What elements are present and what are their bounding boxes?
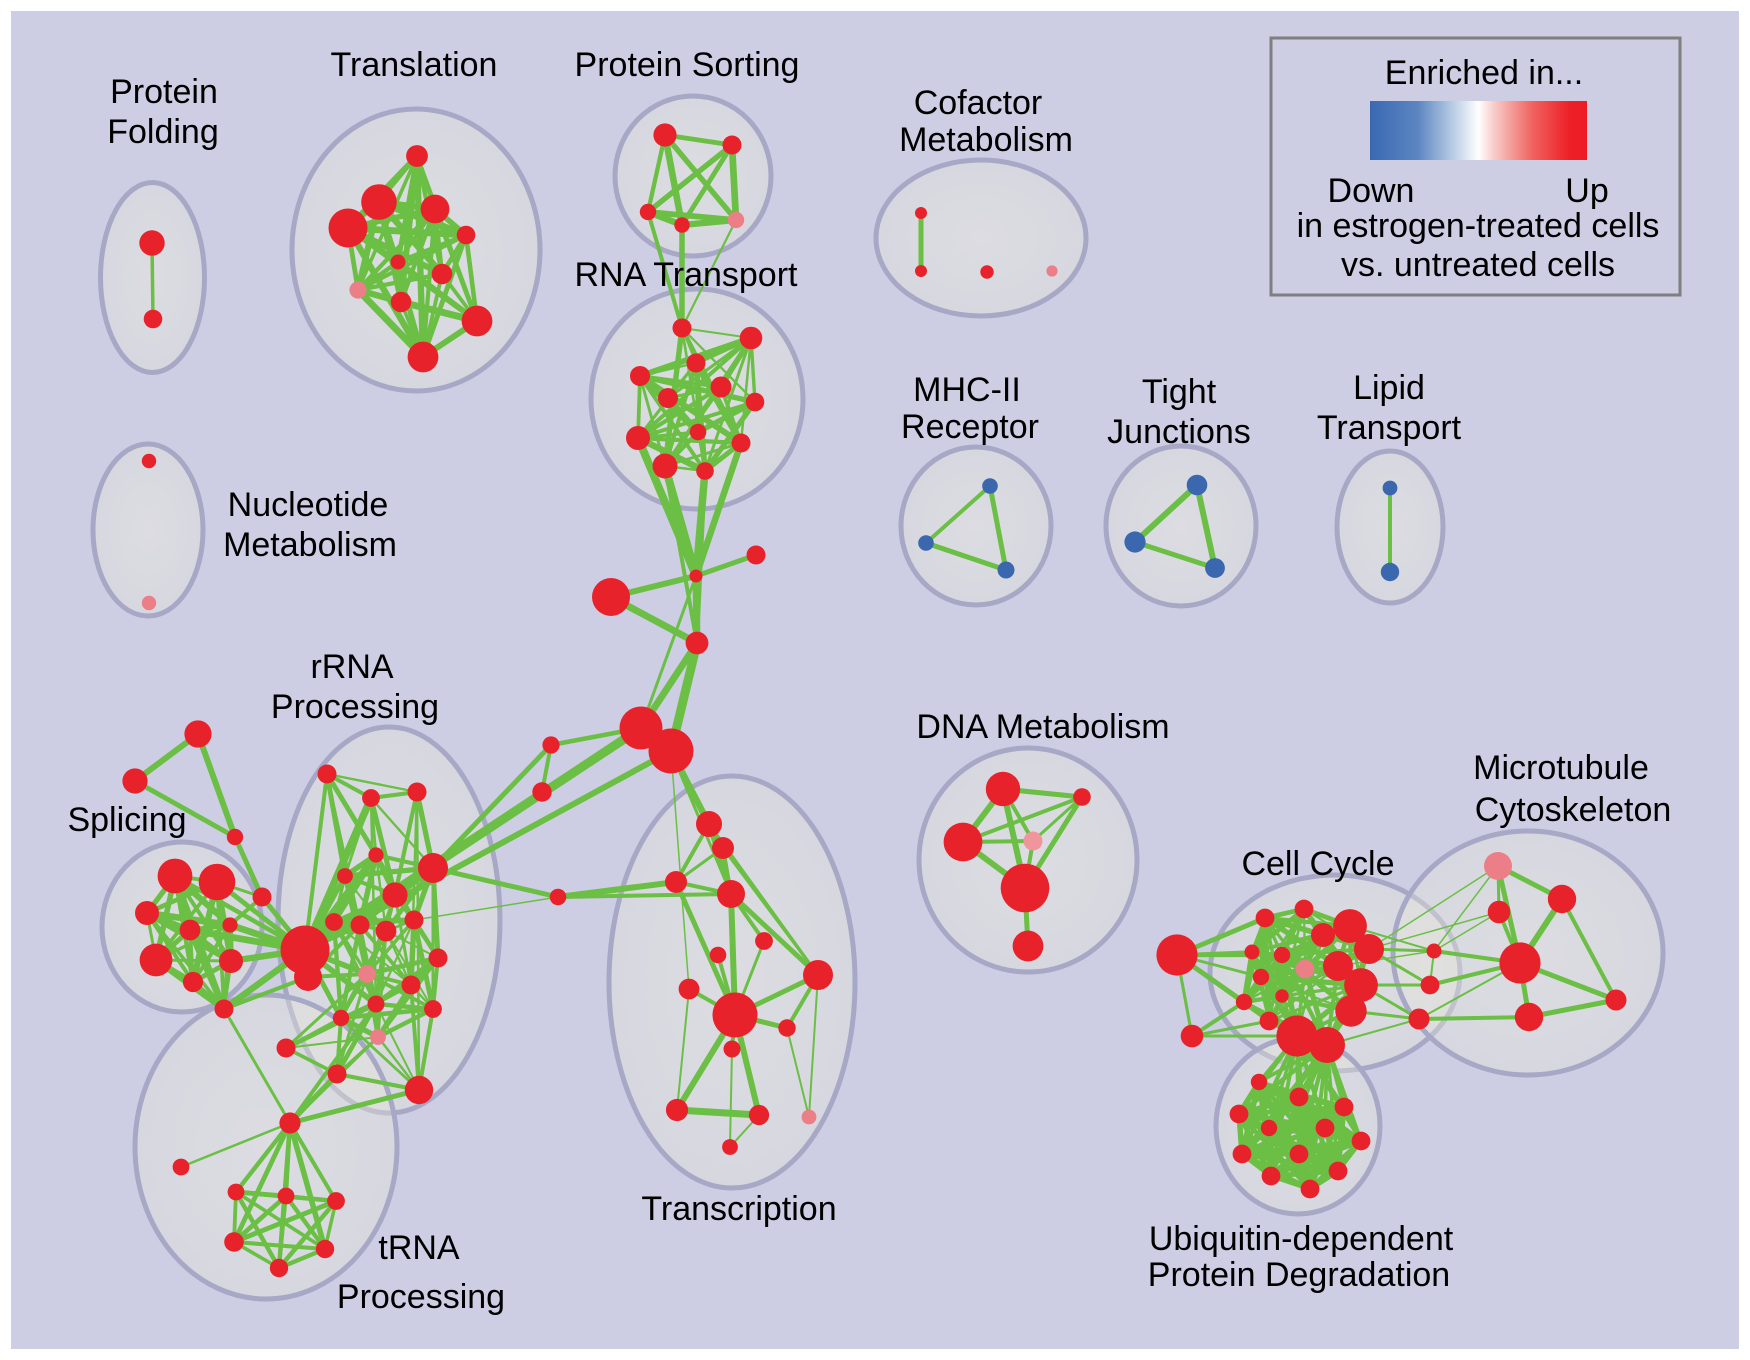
svg-text:Folding: Folding — [107, 113, 219, 151]
svg-text:Cytoskeleton: Cytoskeleton — [1475, 791, 1672, 829]
svg-text:Enriched in...: Enriched in... — [1385, 54, 1583, 92]
svg-text:RNA Transport: RNA Transport — [575, 256, 799, 294]
svg-text:Cofactor: Cofactor — [914, 84, 1043, 122]
svg-text:DNA Metabolism: DNA Metabolism — [916, 708, 1169, 746]
svg-text:Tight: Tight — [1142, 373, 1217, 411]
svg-text:rRNA: rRNA — [310, 648, 393, 686]
svg-text:Protein Sorting: Protein Sorting — [575, 46, 800, 84]
svg-text:Transport: Transport — [1317, 409, 1462, 447]
svg-text:Nucleotide: Nucleotide — [228, 486, 389, 524]
svg-text:Junctions: Junctions — [1107, 413, 1251, 451]
svg-text:Protein Degradation: Protein Degradation — [1148, 1256, 1450, 1294]
svg-text:Metabolism: Metabolism — [899, 121, 1073, 159]
svg-text:Cell Cycle: Cell Cycle — [1241, 845, 1394, 883]
svg-text:Receptor: Receptor — [901, 408, 1039, 446]
svg-text:vs. untreated cells: vs. untreated cells — [1341, 246, 1615, 284]
svg-text:in estrogen-treated cells: in estrogen-treated cells — [1297, 207, 1660, 245]
svg-text:Processing: Processing — [271, 688, 439, 726]
svg-text:Transcription: Transcription — [641, 1190, 836, 1228]
svg-text:Microtubule: Microtubule — [1473, 749, 1649, 787]
svg-text:Lipid: Lipid — [1353, 369, 1425, 407]
svg-text:Down: Down — [1328, 172, 1415, 210]
svg-text:tRNA: tRNA — [378, 1229, 460, 1267]
svg-text:Protein: Protein — [110, 73, 218, 111]
svg-text:Translation: Translation — [331, 46, 498, 84]
svg-text:MHC-II: MHC-II — [913, 371, 1021, 409]
svg-text:Metabolism: Metabolism — [223, 526, 397, 564]
svg-text:Ubiquitin-dependent: Ubiquitin-dependent — [1149, 1220, 1454, 1258]
svg-text:Up: Up — [1565, 172, 1608, 210]
svg-text:Processing: Processing — [337, 1278, 505, 1316]
svg-text:Splicing: Splicing — [67, 801, 186, 839]
